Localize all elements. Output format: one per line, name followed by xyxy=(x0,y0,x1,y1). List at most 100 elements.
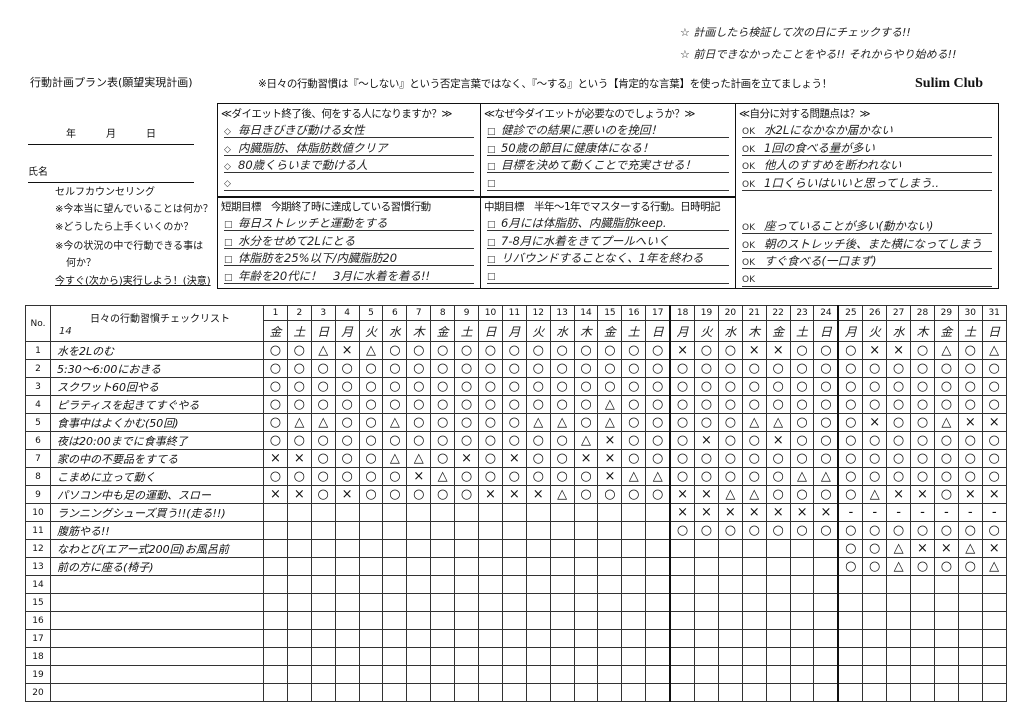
check-mark-cell[interactable] xyxy=(286,503,312,522)
check-mark-cell[interactable] xyxy=(694,593,719,612)
check-mark-cell[interactable] xyxy=(501,575,527,594)
check-mark-cell[interactable]: ○ xyxy=(549,467,575,486)
check-mark-cell[interactable]: ○ xyxy=(454,467,480,486)
check-mark-cell[interactable]: ○ xyxy=(694,449,719,468)
check-mark-cell[interactable] xyxy=(501,629,527,648)
check-mark-cell[interactable]: ○ xyxy=(837,449,864,468)
check-mark-cell[interactable] xyxy=(741,611,767,630)
check-mark-cell[interactable] xyxy=(358,593,384,612)
check-mark-cell[interactable]: ○ xyxy=(430,359,456,378)
check-mark-cell[interactable] xyxy=(501,593,527,612)
check-mark-cell[interactable]: × xyxy=(334,341,360,360)
check-mark-cell[interactable] xyxy=(910,611,935,630)
habit-item[interactable] xyxy=(50,665,264,684)
check-mark-cell[interactable] xyxy=(813,611,839,630)
box-line[interactable]: □ 健診での結果に悪いのを挽回！ xyxy=(487,122,729,138)
check-mark-cell[interactable] xyxy=(621,629,647,648)
check-mark-cell[interactable] xyxy=(286,665,312,684)
check-mark-cell[interactable]: ○ xyxy=(765,467,791,486)
check-mark-cell[interactable] xyxy=(263,647,288,666)
check-mark-cell[interactable] xyxy=(813,683,839,702)
habit-item[interactable]: 食事中はよくかむ(50回) xyxy=(50,413,264,432)
check-mark-cell[interactable] xyxy=(669,593,696,612)
check-mark-cell[interactable] xyxy=(886,575,912,594)
check-mark-cell[interactable] xyxy=(549,593,575,612)
check-mark-cell[interactable]: ○ xyxy=(645,359,671,378)
check-mark-cell[interactable]: ○ xyxy=(717,431,743,450)
check-mark-cell[interactable]: ○ xyxy=(501,395,527,414)
check-mark-cell[interactable] xyxy=(406,593,432,612)
check-mark-cell[interactable] xyxy=(573,521,599,540)
habit-item[interactable]: ランニングシューズ買う!!(走る!!) xyxy=(50,503,264,522)
check-mark-cell[interactable]: ○ xyxy=(334,431,360,450)
check-mark-cell[interactable]: ○ xyxy=(910,467,935,486)
check-mark-cell[interactable] xyxy=(645,665,671,684)
check-mark-cell[interactable] xyxy=(957,683,983,702)
check-mark-cell[interactable] xyxy=(694,665,719,684)
check-mark-cell[interactable]: ○ xyxy=(263,359,288,378)
check-mark-cell[interactable]: ○ xyxy=(645,485,671,504)
check-mark-cell[interactable]: ○ xyxy=(694,341,719,360)
check-mark-cell[interactable] xyxy=(957,629,983,648)
check-mark-cell[interactable] xyxy=(382,503,408,522)
check-mark-cell[interactable] xyxy=(430,575,456,594)
check-mark-cell[interactable]: ○ xyxy=(933,521,959,540)
check-mark-cell[interactable]: × xyxy=(862,413,888,432)
check-mark-cell[interactable] xyxy=(286,647,312,666)
check-mark-cell[interactable] xyxy=(430,503,456,522)
check-mark-cell[interactable] xyxy=(478,557,503,576)
check-mark-cell[interactable]: ○ xyxy=(645,449,671,468)
check-mark-cell[interactable]: ○ xyxy=(717,449,743,468)
check-mark-cell[interactable] xyxy=(549,539,575,558)
check-mark-cell[interactable]: ○ xyxy=(957,467,983,486)
check-mark-cell[interactable]: ○ xyxy=(501,467,527,486)
check-mark-cell[interactable]: ○ xyxy=(981,467,1007,486)
check-mark-cell[interactable]: ○ xyxy=(886,449,912,468)
check-mark-cell[interactable] xyxy=(430,539,456,558)
check-mark-cell[interactable]: ○ xyxy=(573,467,599,486)
check-mark-cell[interactable] xyxy=(263,665,288,684)
check-mark-cell[interactable]: ○ xyxy=(478,413,503,432)
check-mark-cell[interactable]: × xyxy=(597,431,623,450)
check-mark-cell[interactable]: ○ xyxy=(406,377,432,396)
check-mark-cell[interactable]: ○ xyxy=(478,395,503,414)
check-mark-cell[interactable]: ○ xyxy=(478,431,503,450)
check-mark-cell[interactable] xyxy=(933,593,959,612)
check-mark-cell[interactable]: ○ xyxy=(430,449,456,468)
check-mark-cell[interactable] xyxy=(813,575,839,594)
check-mark-cell[interactable] xyxy=(717,557,743,576)
check-mark-cell[interactable]: ○ xyxy=(334,467,360,486)
check-mark-cell[interactable] xyxy=(933,683,959,702)
box-line[interactable]: □ リバウンドすることなく、1年を終わる xyxy=(487,250,729,266)
check-mark-cell[interactable] xyxy=(837,629,864,648)
check-mark-cell[interactable]: ○ xyxy=(310,359,336,378)
check-mark-cell[interactable]: ○ xyxy=(263,395,288,414)
check-mark-cell[interactable]: ○ xyxy=(669,521,696,540)
check-mark-cell[interactable]: ○ xyxy=(837,359,864,378)
check-mark-cell[interactable]: ○ xyxy=(597,359,623,378)
check-mark-cell[interactable]: × xyxy=(334,485,360,504)
check-mark-cell[interactable] xyxy=(430,665,456,684)
check-mark-cell[interactable]: ○ xyxy=(813,431,839,450)
check-mark-cell[interactable]: × xyxy=(406,467,432,486)
check-mark-cell[interactable] xyxy=(597,521,623,540)
check-mark-cell[interactable] xyxy=(765,647,791,666)
check-mark-cell[interactable] xyxy=(263,683,288,702)
check-mark-cell[interactable] xyxy=(837,611,864,630)
check-mark-cell[interactable]: ○ xyxy=(862,467,888,486)
check-mark-cell[interactable] xyxy=(263,611,288,630)
check-mark-cell[interactable]: × xyxy=(717,503,743,522)
check-mark-cell[interactable]: ○ xyxy=(597,485,623,504)
check-mark-cell[interactable]: △ xyxy=(382,413,408,432)
check-mark-cell[interactable]: ○ xyxy=(621,341,647,360)
check-mark-cell[interactable] xyxy=(645,575,671,594)
check-mark-cell[interactable] xyxy=(717,665,743,684)
check-mark-cell[interactable] xyxy=(645,503,671,522)
check-mark-cell[interactable]: ○ xyxy=(263,413,288,432)
check-mark-cell[interactable] xyxy=(286,683,312,702)
check-mark-cell[interactable] xyxy=(525,647,551,666)
check-mark-cell[interactable]: ○ xyxy=(478,377,503,396)
habit-item[interactable]: パソコン中も足の運動、スロー xyxy=(50,485,264,504)
check-mark-cell[interactable] xyxy=(621,521,647,540)
check-mark-cell[interactable]: × xyxy=(765,341,791,360)
